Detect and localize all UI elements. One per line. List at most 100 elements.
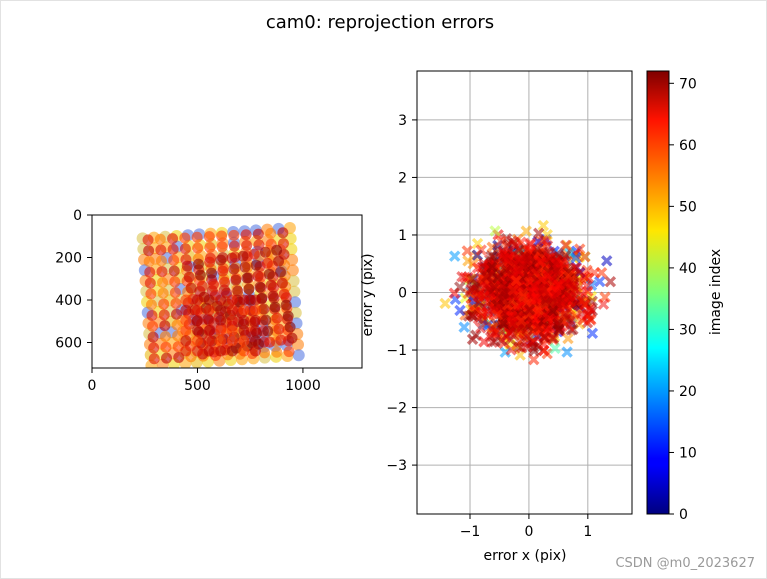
error-point xyxy=(480,271,493,283)
corner-point xyxy=(203,314,215,326)
corner-point xyxy=(168,265,180,277)
error-point xyxy=(523,304,536,316)
corner-point xyxy=(265,279,277,291)
corner-point xyxy=(289,296,302,309)
error-y-tick-label: 3 xyxy=(398,113,407,129)
corner-point xyxy=(144,277,156,289)
error-point xyxy=(528,353,540,366)
corner-point xyxy=(167,243,179,255)
corner-point xyxy=(249,335,261,347)
corner-point xyxy=(282,310,294,322)
corner-point xyxy=(226,325,238,337)
corner-point xyxy=(249,314,261,326)
corner-point xyxy=(258,303,270,315)
corner-points xyxy=(136,222,305,368)
corner-point xyxy=(226,335,238,347)
corner-point xyxy=(252,270,264,282)
error-y-tick-label: 0 xyxy=(398,286,407,302)
corner-point xyxy=(243,283,255,295)
corner-point xyxy=(240,229,252,241)
corner-point xyxy=(179,232,191,244)
error-point xyxy=(601,255,613,267)
corner-point xyxy=(192,242,204,254)
watermark: CSDN @m0_2023627 xyxy=(615,556,755,571)
error-point xyxy=(597,298,610,310)
error-point xyxy=(491,309,503,321)
corner-point xyxy=(204,241,216,253)
error-point xyxy=(588,266,601,279)
error-point xyxy=(510,274,523,287)
corner-point xyxy=(215,325,227,337)
corner-point xyxy=(171,319,183,331)
error-point xyxy=(439,297,451,310)
error-point xyxy=(581,264,593,276)
error-point xyxy=(559,239,572,252)
corner-point xyxy=(226,304,238,316)
corner-point xyxy=(143,245,155,257)
corner-point xyxy=(215,304,227,316)
corner-point xyxy=(239,261,251,273)
corner-point xyxy=(191,314,203,326)
corner-point xyxy=(204,256,216,268)
corner-point xyxy=(228,263,240,275)
corner-point xyxy=(284,321,296,333)
corner-point xyxy=(228,240,240,252)
error-point xyxy=(454,281,466,293)
corner-point xyxy=(267,290,279,302)
error-plot: −1 0 1 −3 −2 −1 0 1 2 3 error x (pix) error y (pi… xyxy=(360,70,633,564)
corner-point xyxy=(238,335,250,347)
error-point xyxy=(471,237,484,250)
corner-plot-ticks: 0 500 1000 0 200 400 600 xyxy=(55,208,320,394)
corner-point xyxy=(215,254,227,266)
error-point xyxy=(519,250,531,262)
error-point xyxy=(454,304,466,317)
corner-point xyxy=(169,276,181,288)
corner-point xyxy=(148,342,160,354)
corner-point xyxy=(145,288,157,300)
error-y-tick-label: 2 xyxy=(398,170,407,186)
corner-point xyxy=(226,314,238,326)
error-point xyxy=(474,322,487,334)
error-point xyxy=(537,235,549,247)
corner-y-tick-label: 400 xyxy=(55,293,82,309)
corner-point xyxy=(278,288,290,300)
error-point xyxy=(489,225,501,237)
error-point xyxy=(506,235,518,247)
corner-point xyxy=(277,238,289,250)
corner-point xyxy=(238,345,250,357)
corner-y-tick-label: 0 xyxy=(73,208,82,224)
error-point xyxy=(532,340,544,352)
corner-point xyxy=(217,265,229,277)
corner-point xyxy=(192,258,204,270)
corner-point xyxy=(171,308,183,320)
error-point xyxy=(500,264,513,276)
error-x-tick-label: 0 xyxy=(524,524,533,540)
corner-point xyxy=(230,274,242,286)
corner-y-tick-label: 600 xyxy=(55,336,82,352)
corner-point xyxy=(287,275,300,288)
corner-point xyxy=(259,246,271,258)
corner-point xyxy=(143,255,155,267)
error-point xyxy=(515,328,528,341)
corner-point xyxy=(274,266,286,278)
error-point xyxy=(495,235,507,247)
corner-point xyxy=(252,228,264,240)
colorbar-tick-label: 10 xyxy=(679,445,697,461)
corner-point xyxy=(191,231,203,243)
corner-point xyxy=(191,345,203,357)
error-point xyxy=(564,315,576,327)
colorbar-gradient xyxy=(646,70,670,515)
corner-point xyxy=(203,335,215,347)
colorbar-tick-label: 70 xyxy=(679,76,697,92)
corner-point xyxy=(250,259,262,271)
corner-x-tick-label: 500 xyxy=(184,378,211,394)
corner-point xyxy=(180,325,192,337)
error-point xyxy=(535,256,547,269)
corner-point xyxy=(191,325,203,337)
corner-point xyxy=(238,314,250,326)
error-y-tick-label: −2 xyxy=(386,401,407,417)
corner-y-tick-label: 200 xyxy=(55,251,82,267)
corner-point xyxy=(265,227,277,239)
error-point xyxy=(478,290,490,302)
error-point xyxy=(547,305,559,317)
